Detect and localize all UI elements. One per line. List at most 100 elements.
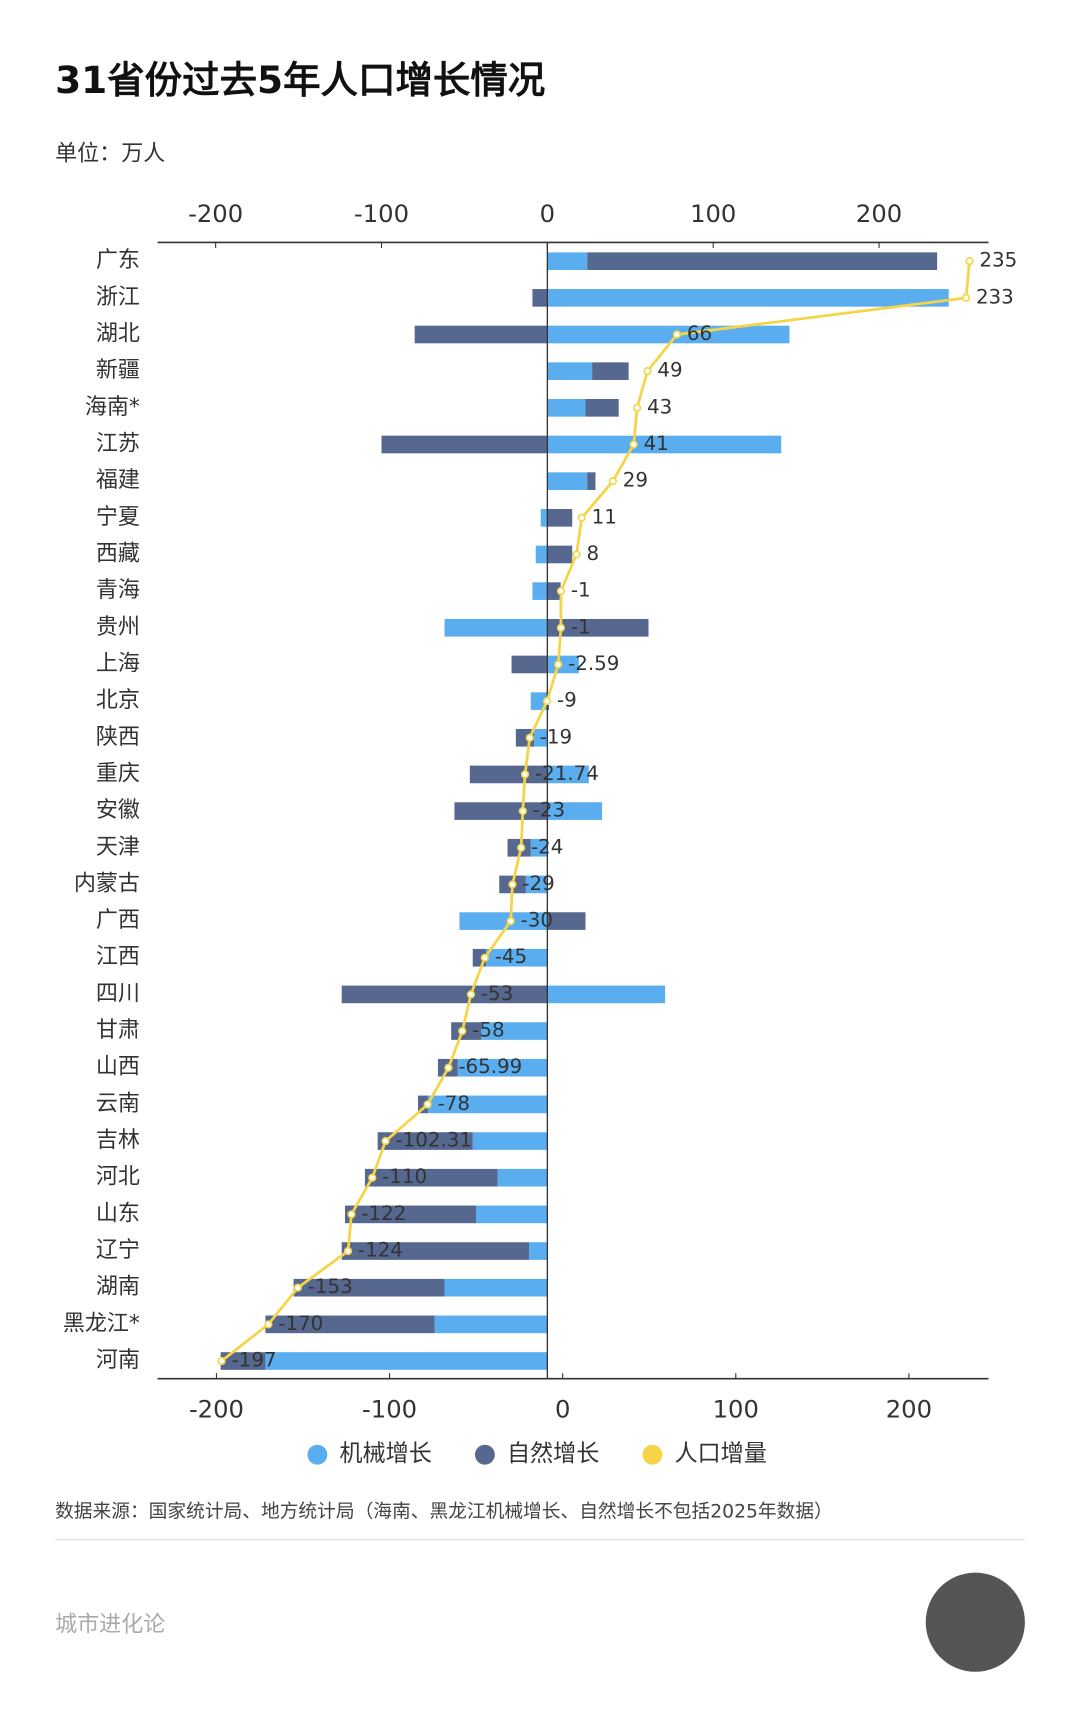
total-point [368, 1173, 377, 1182]
data-label: -9 [557, 689, 577, 712]
bar-segment [220, 1352, 266, 1370]
x-tick-label: 200 [856, 199, 902, 228]
x-tick-label: 0 [540, 199, 555, 228]
data-label: -170 [278, 1312, 323, 1335]
category-label: 安徽 [96, 798, 140, 823]
bar-segment [459, 912, 548, 930]
total-point [577, 513, 586, 522]
category-label: 河北 [96, 1165, 140, 1190]
category-label: 福建 [96, 468, 140, 493]
category-label: 浙江 [96, 285, 140, 310]
data-label: -58 [472, 1019, 504, 1042]
data-label: -78 [438, 1092, 470, 1115]
total-point [293, 1283, 302, 1292]
data-label: -153 [308, 1275, 353, 1298]
category-label: 辽宁 [96, 1238, 140, 1263]
total-point [643, 367, 652, 376]
category-label: 湖北 [96, 322, 140, 347]
total-point [672, 330, 682, 339]
bar-segment [481, 1022, 548, 1040]
total-point [520, 770, 530, 779]
category-label: 内蒙古 [74, 871, 140, 896]
bar-segment [547, 399, 586, 417]
data-label: -1 [571, 615, 591, 638]
bar-segment [587, 472, 596, 490]
bar-segment [444, 618, 548, 637]
total-point [381, 1136, 390, 1146]
total-point [556, 587, 566, 596]
category-label: 河南 [96, 1348, 140, 1373]
data-label: 8 [586, 542, 599, 565]
legend-label: 机械增长 [339, 1441, 432, 1467]
data-label: 41 [644, 432, 669, 455]
x2-tick-label: 200 [886, 1395, 932, 1424]
x-tick-label: -100 [354, 199, 409, 228]
total-point [508, 880, 517, 889]
bar-segment [547, 655, 579, 674]
bar-segment [540, 508, 548, 527]
source-note: 数据来源：国家统计局、地方统计局（海南、黑龙江机械增长、自然增长不包括2025年… [55, 1502, 833, 1523]
category-label: 重庆 [96, 761, 140, 786]
category-label: 贵州 [96, 615, 140, 640]
category-label: 江苏 [96, 431, 140, 456]
bar-segment [341, 985, 548, 1004]
category-label: 广东 [96, 248, 140, 273]
data-label: 66 [687, 322, 712, 345]
total-point [444, 1063, 453, 1072]
bar-segment [532, 289, 548, 307]
footer-brand: 城市进化论 [55, 1613, 165, 1638]
bar-segment [434, 1315, 548, 1334]
bar-segment [525, 875, 548, 894]
total-point [423, 1100, 432, 1109]
bar-segment [547, 582, 561, 600]
bar-segment [476, 1205, 548, 1224]
bar-segment [547, 802, 603, 820]
bar-segment [377, 1132, 473, 1150]
category-label: 宁夏 [96, 505, 140, 530]
bar-segment [345, 1205, 477, 1224]
bar-segment [534, 728, 548, 747]
total-point [347, 1210, 356, 1219]
category-label: 青海 [96, 578, 140, 603]
category-label: 上海 [96, 651, 140, 676]
bar-segment [381, 435, 548, 454]
total-point [525, 733, 534, 742]
category-label: 吉林 [96, 1128, 140, 1153]
data-label: -65.99 [458, 1055, 522, 1078]
legend-swatch [642, 1444, 663, 1465]
x2-tick-label: 0 [555, 1395, 570, 1424]
bar-segment [547, 289, 949, 307]
category-label: 山东 [96, 1201, 140, 1226]
category-label: 海南* [85, 395, 140, 420]
bar-segment [364, 1168, 498, 1187]
bar-segment [592, 362, 629, 380]
total-point [542, 696, 552, 706]
data-label: 235 [979, 249, 1017, 272]
data-label: -45 [495, 945, 527, 968]
total-point [961, 293, 971, 302]
bar-segment [529, 1242, 548, 1260]
bar-segment [511, 655, 548, 674]
bar-segment [547, 472, 588, 490]
legend-swatch [307, 1444, 328, 1465]
legend-label: 自然增长 [507, 1441, 600, 1467]
category-label: 西藏 [96, 541, 140, 566]
total-point [556, 623, 566, 632]
bar-segment [472, 1132, 548, 1150]
bar-segment [469, 765, 548, 784]
bar-segment [547, 618, 649, 637]
bar-segment [530, 838, 548, 857]
data-label: -24 [531, 835, 563, 858]
data-label: -1 [571, 579, 591, 602]
category-label: 江西 [96, 945, 140, 970]
data-label: -102.31 [395, 1129, 472, 1152]
bar-segment [427, 1095, 548, 1114]
total-point [217, 1356, 226, 1366]
bar-segment [547, 362, 593, 380]
bar-segment [485, 948, 548, 967]
data-label: -110 [382, 1165, 427, 1188]
total-point [516, 843, 526, 852]
data-label: 29 [623, 469, 648, 492]
total-point [264, 1320, 273, 1329]
